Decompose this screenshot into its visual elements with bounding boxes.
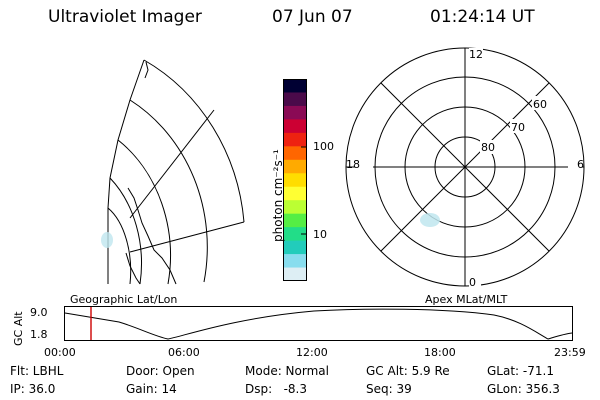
mlat-label-80: 80 [481, 141, 495, 154]
gc-alt-info: GC Alt: 5.9 Re [366, 364, 450, 378]
time-tick-0000: 00:00 [44, 346, 76, 359]
colorbar-stripe [283, 186, 307, 201]
mlt-label-6: 6 [577, 158, 584, 171]
colorbar-stripe [283, 213, 307, 228]
mlt-label-18: 18 [346, 158, 360, 171]
coastline-2 [125, 252, 141, 285]
latitude-arc-3 [117, 139, 171, 285]
filter-info: Flt: LBHL [10, 364, 64, 378]
colorbar-stripe [283, 254, 307, 269]
colorbar-frame [283, 79, 307, 281]
polar-panel-label: Apex MLat/MLT [425, 293, 508, 306]
time-tick-1800: 18:00 [424, 346, 456, 359]
colorbar-stripe [283, 227, 307, 242]
instrument-title: Ultraviolet Imager [48, 7, 202, 27]
glat-info: GLat: -71.1 [487, 364, 554, 378]
altitude-tick-min: 1.8 [30, 328, 48, 341]
date-label: 07 Jun 07 [272, 7, 353, 27]
latitude-arc-2 [129, 99, 208, 283]
altitude-axis-label: GC Alt [12, 311, 25, 346]
geographic-map [101, 59, 245, 285]
colorbar-stripe [283, 240, 307, 255]
altitude-tick-max: 9.0 [30, 306, 48, 319]
colorbar-tick-label-10: 10 [313, 228, 327, 241]
time-label: 01:24:14 UT [430, 7, 535, 27]
latitude-arc-4 [109, 177, 142, 285]
coastline [127, 187, 177, 285]
geo-panel-label: Geographic Lat/Lon [70, 293, 178, 306]
door-info: Door: Open [126, 364, 195, 378]
mlt-diagonal-2 [380, 82, 550, 252]
altitude-strip [64, 306, 573, 341]
time-tick-1200: 12:00 [296, 346, 328, 359]
gain-info: Gain: 14 [126, 382, 177, 396]
colorbar-stripe [283, 159, 307, 174]
colorbar-stripe [283, 105, 307, 120]
colorbar [283, 79, 307, 281]
meridian-2 [129, 221, 245, 253]
mlat-label-70: 70 [511, 121, 525, 134]
seq-info: Seq: 39 [366, 382, 412, 396]
altitude-frame [64, 306, 573, 341]
mlat-label-60: 60 [533, 98, 547, 111]
dsp-info: Dsp: -8.3 [245, 382, 308, 396]
altitude-curve [64, 308, 573, 340]
colorbar-stripe [283, 173, 307, 188]
aurora-patch-polar [420, 213, 440, 227]
mlt-label-0: 0 [469, 276, 476, 289]
latitude-arc-5 [107, 207, 132, 285]
colorbar-axis-label: photon cm⁻²s⁻¹ [271, 149, 285, 242]
colorbar-stripe [283, 267, 307, 281]
colorbar-stripe [283, 92, 307, 107]
time-tick-2359: 23:59 [554, 346, 586, 359]
polar-plot [345, 47, 585, 288]
meridian-1 [129, 109, 215, 219]
glon-info: GLon: 356.3 [487, 382, 560, 396]
colorbar-stripe [283, 79, 307, 94]
colorbar-stripe [283, 200, 307, 215]
colorbar-stripe [283, 119, 307, 134]
colorbar-stripe [283, 132, 307, 147]
colorbar-stripe [283, 146, 307, 161]
aurora-patch-geo [101, 232, 113, 248]
coastline-3 [144, 61, 149, 79]
ip-info: IP: 36.0 [10, 382, 56, 396]
latitude-arc-outer [143, 59, 245, 223]
mlt-label-12: 12 [469, 48, 483, 61]
map-edge [107, 59, 145, 284]
time-tick-0600: 06:00 [168, 346, 200, 359]
mode-info: Mode: Normal [245, 364, 329, 378]
colorbar-tick-label-100: 100 [313, 140, 334, 153]
